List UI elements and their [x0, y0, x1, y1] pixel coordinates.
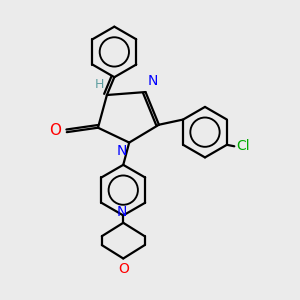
Text: H: H	[94, 78, 104, 91]
Text: N: N	[116, 144, 127, 158]
Text: Cl: Cl	[236, 139, 250, 153]
Text: O: O	[118, 262, 129, 276]
Text: N: N	[148, 74, 158, 88]
Text: O: O	[50, 123, 61, 138]
Text: N: N	[117, 205, 127, 219]
